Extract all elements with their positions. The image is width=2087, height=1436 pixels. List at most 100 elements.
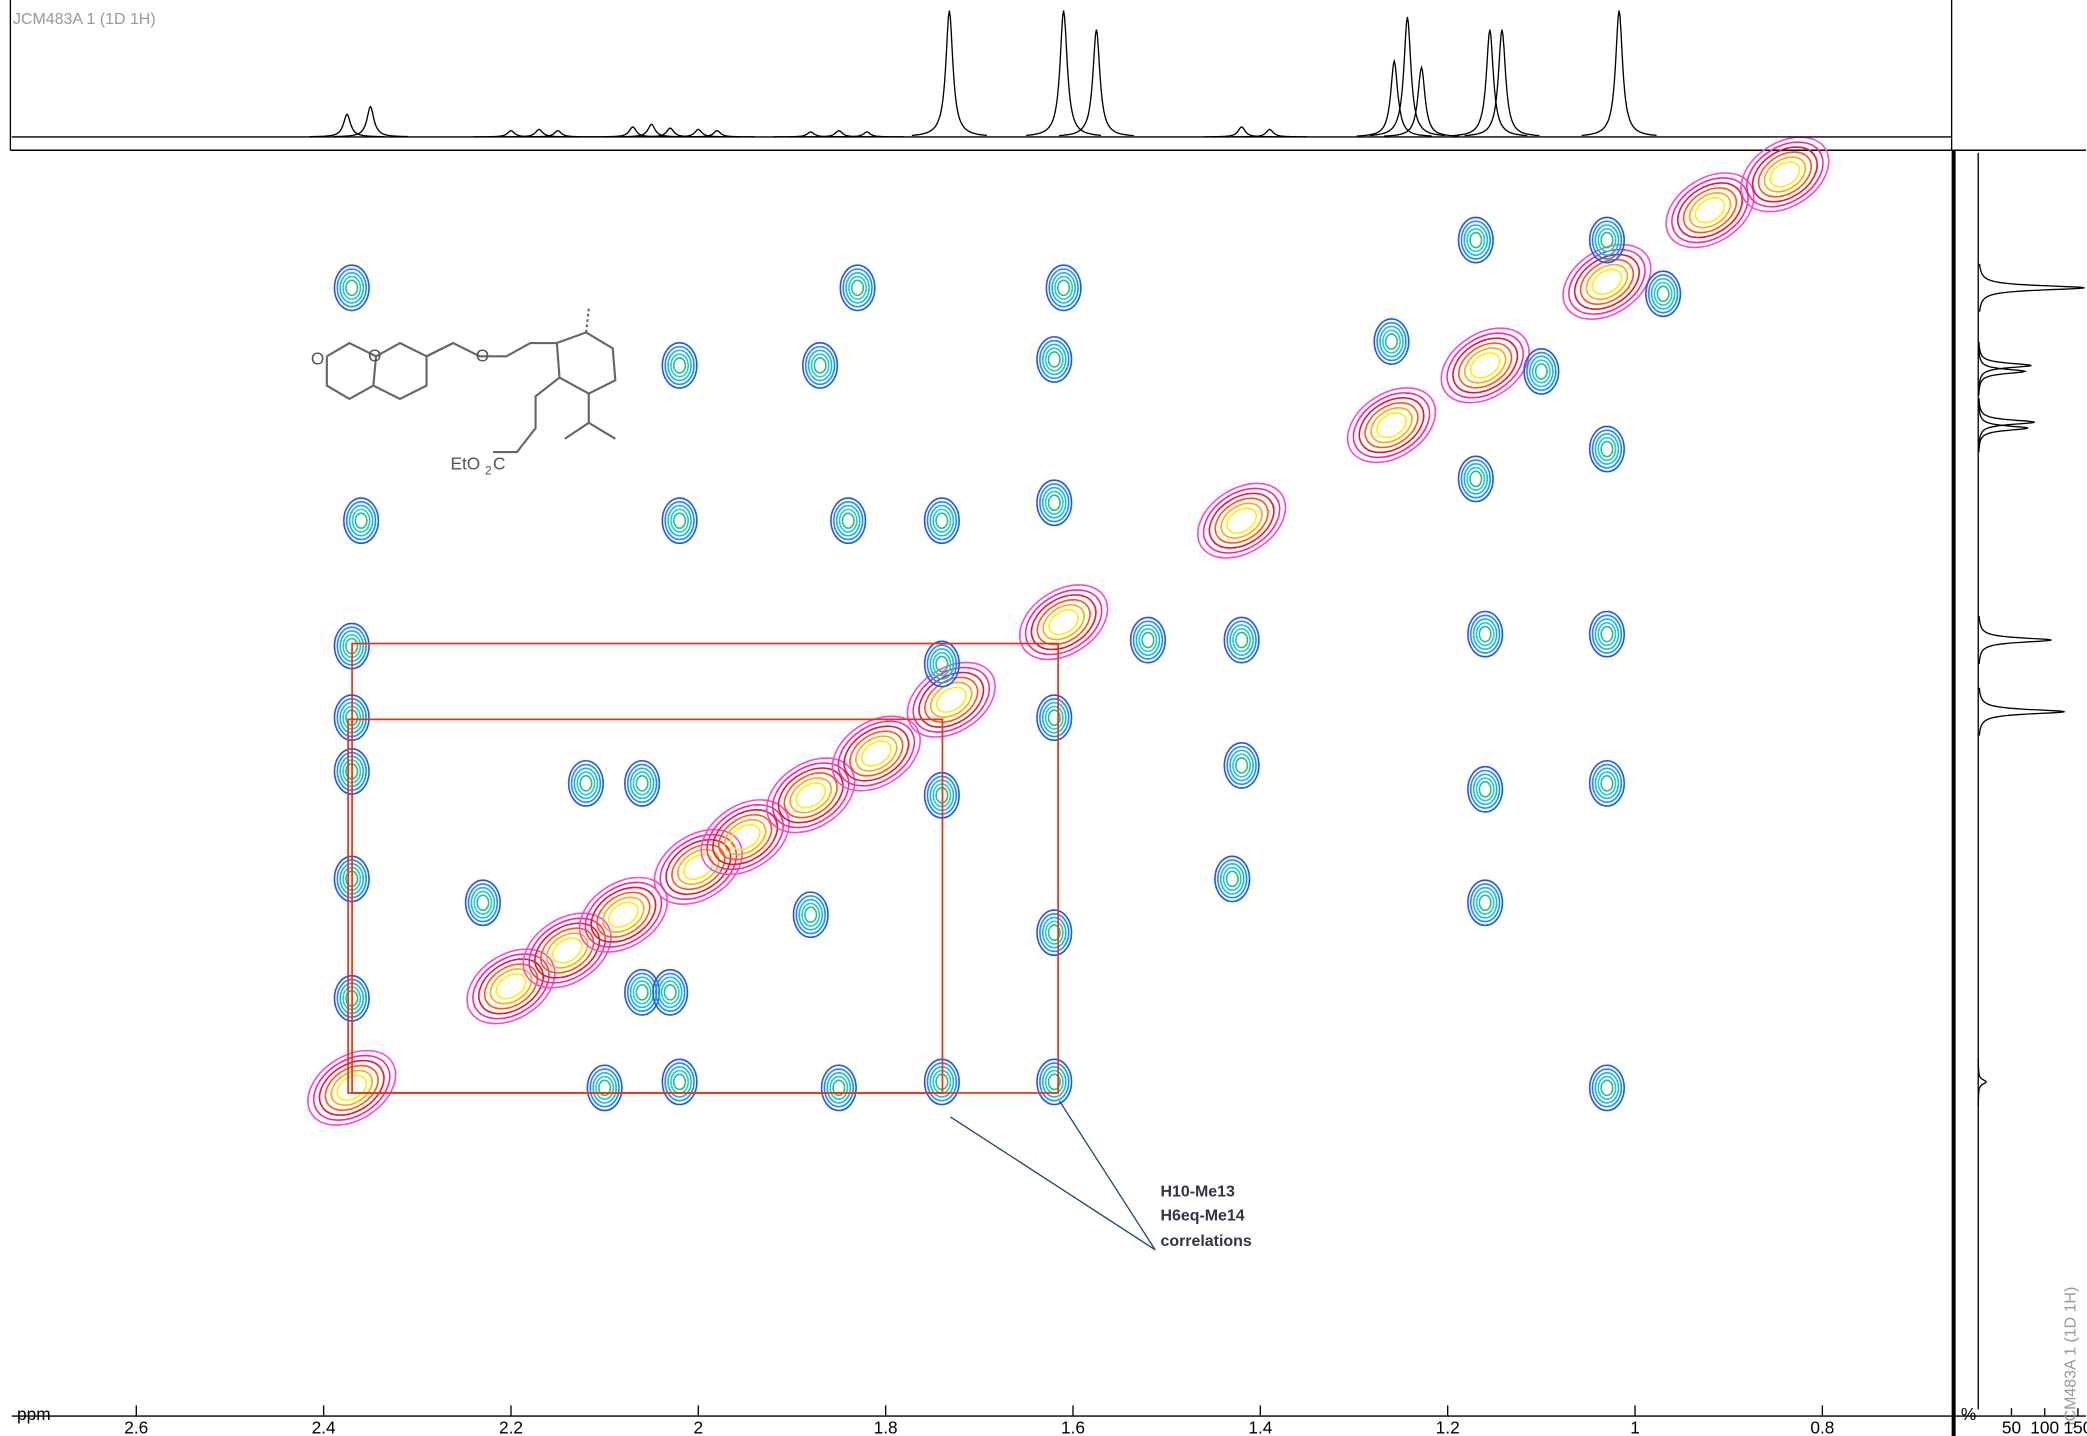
diagonal-peak [1030,594,1097,651]
trace-peak [332,105,408,138]
diagonal-peak [528,917,606,984]
cross-peak [1379,325,1404,358]
diagonal-peak [1036,599,1091,646]
cross-peak [1039,483,1070,523]
cross-peak [1051,271,1076,304]
cross-peak [850,279,865,297]
diagonal-peak [712,809,779,866]
cross-peak [592,1071,617,1104]
cross-peak [1591,763,1623,804]
x-tick-label: 2.6 [124,1417,148,1436]
cross-peak [807,349,833,382]
cross-peak [1472,773,1498,806]
diagonal-peak [1769,161,1801,188]
cross-peak [598,1079,612,1097]
diagonal-peak [659,833,738,901]
cross-peak [935,655,949,673]
cross-peak [1656,285,1670,303]
arrow [950,1116,1156,1251]
diagonal-peak [1042,604,1085,641]
cross-peak [1469,470,1483,488]
diagonal-peak [682,853,714,881]
diagonal-peak [766,757,856,834]
diagonal-peak [1202,487,1281,554]
diagonal-peak [336,1074,368,1102]
cross-peak [1600,625,1614,643]
cross-peak [660,980,680,1005]
cross-peak [1225,870,1239,888]
trace-peak [911,10,987,137]
cross-peak [586,1064,623,1112]
cross-peak [657,976,683,1009]
cross-peak [1588,216,1626,264]
cross-peak [664,345,695,386]
diagonal-peak [665,838,732,896]
trace-title: JCM483A 1 (1D 1H) [2062,1287,2079,1430]
cross-peak [1594,224,1620,256]
x-tick-label: 2.4 [312,1417,336,1436]
cross-peak [926,644,958,684]
cross-peak [1039,339,1070,380]
diagonal-peak [1562,243,1652,320]
trace-peak [1977,1057,1988,1106]
cross-peak [1588,1064,1626,1112]
annotation: H6eq-Me14 [1161,1208,1245,1225]
cross-peak [1469,614,1501,654]
cross-peak [1478,894,1492,912]
cross-peak [1223,742,1260,789]
diagonal-peak [729,823,761,851]
atom-label: O [311,348,324,368]
trace-peak [1978,404,2029,453]
atom-label: 2 [485,464,492,478]
cross-peak [354,512,368,530]
diagonal-peak [1376,411,1407,439]
cross-peak [832,1079,846,1097]
cross-peak [1467,879,1504,927]
diagonal-peak [1463,347,1507,384]
cross-peak [1041,701,1067,734]
cross-peak [1036,694,1073,742]
cross-peak [804,906,818,924]
diagonal-peak [1018,584,1109,661]
diagonal-peak [1591,268,1623,296]
cross-peak [1457,216,1494,264]
diagonal-peak [489,968,533,1005]
cross-peak [673,512,687,530]
cross-peak [1044,705,1064,730]
cross-peak [1591,429,1623,469]
cross-peak [664,1062,695,1102]
diagonal-peak [1214,497,1269,544]
diagonal-peak [1751,146,1818,203]
cross-peak [804,345,836,386]
diagonal-peak [1585,263,1629,301]
cross-peak [1600,231,1614,249]
cross-peak [1467,765,1504,813]
contours [307,136,1830,1126]
cross-peak [570,763,602,804]
trace-peak [1026,10,1102,137]
cross-peak [1588,610,1626,658]
diagonal-peak [1665,172,1755,249]
cross-peak [661,497,698,545]
x-tick-label: 2 [694,1417,704,1436]
x-tick-label: 1.8 [874,1417,898,1436]
cross-peak [841,512,855,530]
cross-peak [826,1071,852,1104]
trace-title: JCM483A 1 (1D 1H) [13,11,156,28]
trace-peak [1232,128,1308,138]
cross-peak [1466,466,1486,491]
cross-peak [626,763,658,804]
trace-peak [1978,616,2052,665]
cross-peak [567,759,604,807]
diagonal-peak [1746,141,1824,208]
cross-peak [835,504,861,537]
cross-peak [1384,333,1399,350]
diagonal-peak [1370,406,1413,444]
trace-peak [1978,263,2085,312]
cross-peak [1466,227,1486,253]
diagonal-peak [551,937,583,964]
cross-peak [1475,890,1495,915]
cross-peak [333,264,370,312]
cross-peak [1041,343,1067,376]
